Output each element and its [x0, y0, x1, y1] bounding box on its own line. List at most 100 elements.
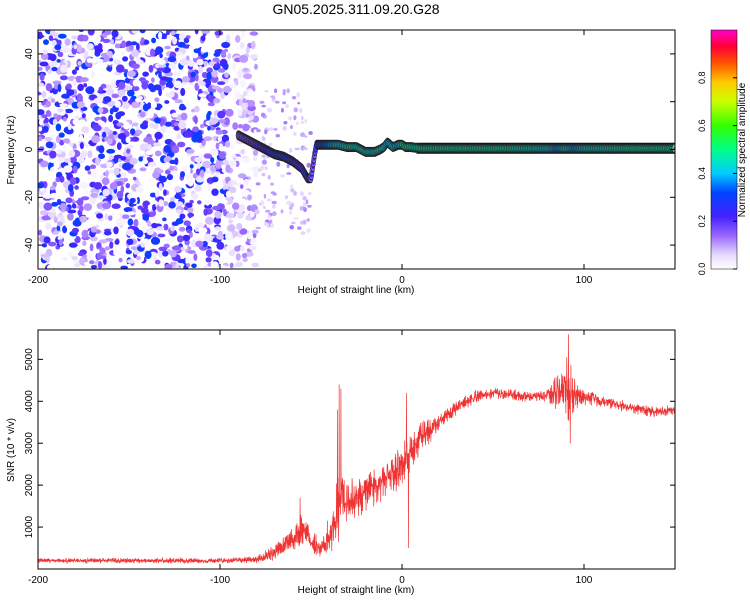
noise-blob	[73, 44, 78, 49]
noise-blob	[202, 240, 208, 248]
noise-blob	[139, 143, 149, 152]
noise-blob	[110, 39, 115, 45]
noise-blob	[40, 253, 50, 258]
noise-blob	[125, 136, 131, 143]
noise-blob	[232, 62, 237, 71]
snr-x-ticks: -200 -100 0 100	[28, 330, 593, 586]
noise-blob	[131, 95, 137, 100]
noise-blob	[217, 194, 222, 203]
noise-blob	[105, 61, 114, 65]
noise-blob	[306, 228, 311, 233]
noise-blob	[170, 225, 176, 232]
noise-blob	[169, 159, 178, 165]
noise-blob	[304, 135, 308, 138]
noise-blob	[81, 113, 86, 119]
y-tick-label: 2000	[24, 474, 35, 497]
noise-blob	[54, 44, 62, 51]
noise-blob	[131, 63, 140, 69]
noise-blob	[55, 123, 62, 132]
noise-blob	[86, 58, 93, 63]
noise-blob	[103, 54, 110, 64]
noise-blob	[203, 60, 208, 67]
noise-blob	[57, 235, 63, 241]
noise-blob	[300, 121, 305, 124]
noise-blob	[76, 197, 84, 206]
noise-blob	[87, 170, 92, 175]
noise-blob	[45, 110, 52, 117]
noise-blob	[106, 138, 113, 145]
noise-blob	[128, 157, 138, 165]
noise-blob	[79, 142, 84, 150]
noise-blob	[120, 156, 127, 161]
noise-blob	[186, 169, 191, 174]
noise-blob	[122, 56, 129, 62]
noise-blob	[201, 30, 210, 34]
noise-blob	[159, 53, 163, 59]
noise-blob	[201, 81, 206, 87]
noise-blob	[147, 204, 153, 209]
noise-blob	[194, 184, 202, 192]
noise-blob	[267, 175, 271, 180]
noise-blob	[127, 70, 136, 78]
noise-blob	[154, 131, 163, 140]
noise-blob	[204, 199, 211, 206]
noise-blob	[217, 135, 223, 143]
noise-blob	[151, 37, 157, 44]
noise-blob	[51, 39, 57, 46]
noise-blob	[96, 213, 104, 219]
noise-blob	[151, 204, 157, 211]
noise-blob	[240, 31, 245, 39]
noise-blob	[79, 257, 85, 264]
noise-blob	[112, 131, 118, 135]
noise-blob	[148, 64, 154, 73]
noise-blob	[254, 63, 258, 70]
noise-blob	[43, 202, 53, 211]
noise-blob	[149, 216, 156, 221]
noise-blob	[174, 186, 182, 193]
noise-blob	[168, 201, 176, 209]
noise-blob	[228, 224, 235, 232]
noise-blob	[127, 89, 135, 97]
noise-blob	[177, 41, 186, 48]
noise-blob	[142, 214, 149, 221]
noise-blob	[38, 66, 43, 71]
noise-blob	[187, 207, 194, 214]
noise-blob	[125, 250, 132, 255]
noise-blob	[133, 249, 140, 255]
noise-blob	[101, 202, 111, 210]
colorbar-ticks: 0.0 0.2 0.4 0.6 0.8	[697, 72, 737, 275]
noise-blob	[97, 94, 103, 99]
snr-series-line	[38, 334, 675, 565]
noise-blob	[102, 188, 110, 197]
y-tick-label: 0	[24, 146, 35, 152]
noise-blob	[91, 57, 98, 64]
noise-blob	[180, 171, 185, 178]
noise-blob	[291, 96, 297, 100]
noise-blob	[162, 217, 167, 222]
noise-blob	[203, 265, 208, 269]
noise-blob	[198, 227, 208, 235]
noise-blob	[117, 133, 127, 140]
noise-blob	[135, 57, 142, 66]
noise-blob	[97, 195, 106, 200]
noise-blob	[65, 197, 73, 204]
noise-blob	[75, 66, 80, 71]
noise-blob	[260, 200, 265, 206]
x-tick-label: -200	[28, 575, 48, 586]
colorbar-tick-label: 0.8	[697, 72, 707, 85]
noise-blob	[268, 127, 274, 132]
noise-blob	[156, 67, 165, 72]
noise-blob	[300, 132, 305, 138]
noise-blob	[247, 90, 255, 97]
noise-blob	[45, 141, 54, 149]
noise-blob	[81, 126, 90, 134]
noise-blob	[72, 118, 80, 126]
noise-blob	[205, 257, 212, 263]
noise-blob	[60, 64, 68, 74]
noise-blob	[269, 223, 274, 228]
noise-blob	[175, 218, 184, 225]
noise-blob	[175, 262, 180, 269]
noise-blob	[187, 179, 194, 187]
noise-blob	[53, 83, 59, 90]
